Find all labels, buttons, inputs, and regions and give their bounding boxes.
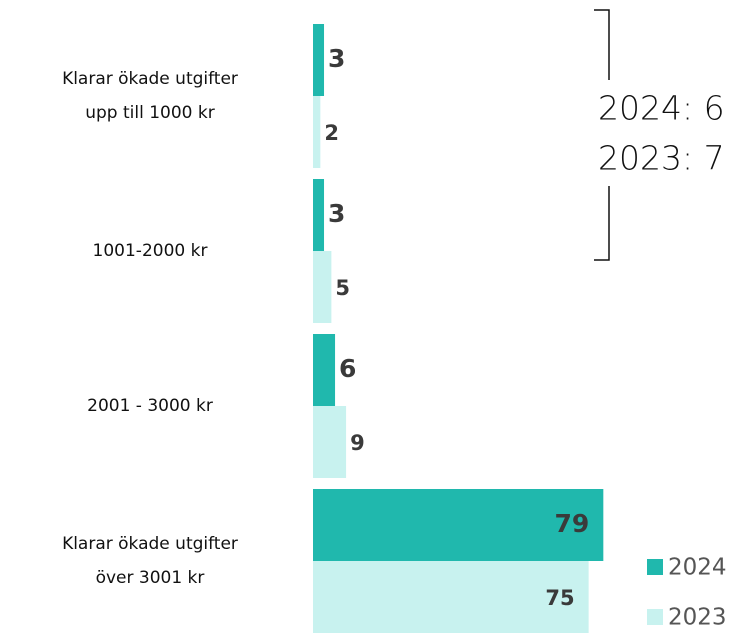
value-label: 9 (350, 431, 365, 455)
bar (313, 406, 347, 478)
bar (313, 489, 604, 561)
bracket (594, 9, 610, 80)
bar (313, 179, 325, 251)
category-label: Klarar ökade utgifter upp till 1000 kr (62, 69, 238, 123)
bar (313, 334, 336, 406)
bar (313, 251, 332, 323)
bar (313, 561, 589, 633)
legend-swatch (647, 559, 663, 575)
bracket (594, 186, 610, 261)
bar (313, 96, 321, 168)
legend-label: 2024 (668, 555, 727, 581)
bar (313, 24, 325, 96)
legend-label: 2023 (668, 605, 727, 631)
value-label: 3 (328, 44, 345, 73)
category-label: Klarar ökade utgifter över 3001 kr (62, 534, 238, 588)
annotation: 2024: 6 (598, 89, 725, 128)
value-label: 3 (328, 199, 345, 228)
category-label: 1001-2000 kr (92, 241, 208, 261)
legend-swatch (647, 609, 663, 625)
value-label: 79 (555, 509, 590, 538)
category-label: 2001 - 3000 kr (87, 396, 213, 416)
value-label: 2 (324, 121, 339, 145)
value-label: 5 (335, 276, 350, 300)
value-label: 6 (339, 354, 356, 383)
value-label: 75 (545, 586, 574, 610)
annotation: 2023: 7 (598, 139, 725, 178)
